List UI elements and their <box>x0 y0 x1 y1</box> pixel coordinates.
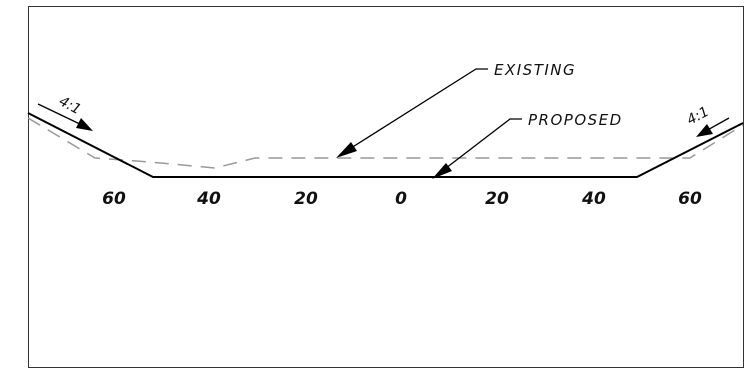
proposed-label: PROPOSED <box>528 111 623 129</box>
right-slope-label: 4:1 <box>684 104 711 129</box>
left-slope-arrow-shaft <box>37 103 85 127</box>
station-labels: 60 40 20 0 20 40 60 <box>102 189 702 209</box>
left-slope-arrowhead <box>76 118 93 131</box>
drawing-frame <box>28 6 744 368</box>
station-label: 20 <box>485 189 509 209</box>
proposed-leader-line <box>436 118 522 176</box>
proposed-section-line <box>27 112 744 178</box>
station-label: 0 <box>395 189 407 209</box>
station-label: 60 <box>102 189 126 209</box>
existing-label: EXISTING <box>494 61 576 79</box>
station-label: 60 <box>678 189 702 209</box>
station-label: 20 <box>294 189 318 209</box>
existing-leader-arrowhead <box>336 142 357 158</box>
existing-ground-line <box>27 117 744 169</box>
station-label: 40 <box>581 189 606 209</box>
proposed-leader-arrowhead <box>432 163 452 179</box>
existing-leader-line <box>339 68 488 156</box>
right-slope-arrowhead <box>696 124 713 137</box>
station-label: 40 <box>196 189 221 209</box>
